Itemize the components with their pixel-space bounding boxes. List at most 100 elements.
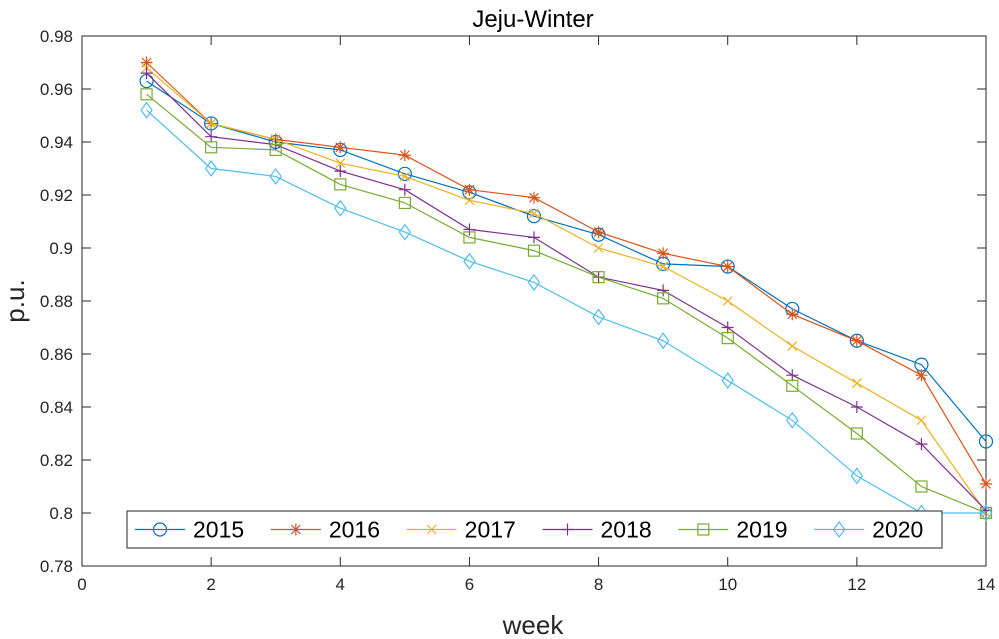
data-point-2019 [527, 244, 541, 257]
y-tick-label: 0.96 [40, 80, 73, 99]
legend-marker [426, 524, 437, 535]
legend-label: 2017 [465, 517, 516, 543]
x-tick-label: 12 [847, 575, 866, 594]
data-point-2019 [463, 231, 476, 244]
data-point-2017 [399, 171, 410, 182]
data-point-2017 [206, 118, 217, 129]
data-point-2018 [140, 67, 153, 80]
legend-label: 2018 [601, 517, 652, 543]
data-point-2019 [140, 88, 153, 101]
data-point-2017 [851, 378, 862, 389]
data-point-2017 [722, 296, 733, 306]
legend-marker [561, 523, 574, 536]
data-point-2020 [334, 199, 347, 217]
series-2019 [140, 88, 993, 520]
x-axis-label: week [502, 610, 565, 639]
data-point-2020 [527, 273, 541, 291]
data-point-2017 [787, 341, 798, 351]
y-tick-label: 0.9 [49, 239, 73, 258]
data-point-2016 [980, 477, 992, 490]
data-point-2016 [463, 183, 476, 196]
y-tick-label: 0.86 [40, 345, 73, 364]
data-point-2020 [398, 223, 412, 241]
data-point-2015 [526, 209, 542, 224]
data-point-2016 [140, 56, 153, 69]
data-point-2015 [720, 259, 735, 274]
x-tick-label: 10 [718, 575, 737, 594]
x-tick-label: 8 [594, 575, 603, 594]
data-point-2019 [398, 196, 411, 210]
data-point-2018 [786, 369, 799, 382]
series-2017 [141, 62, 991, 518]
y-axis: 0.78 0.8 0.82 0.84 0.86 0.88 0.9 0.92 0.94 0.96 0.… [40, 27, 986, 576]
data-point-2020 [592, 308, 605, 326]
data-point-2018 [205, 130, 218, 143]
y-tick-label: 0.8 [49, 504, 73, 523]
legend-label: 2016 [329, 517, 380, 543]
legend-item-2016: 2016 [270, 517, 380, 543]
data-point-2019 [657, 292, 670, 305]
y-tick-label: 0.88 [40, 292, 73, 311]
data-point-2016 [334, 141, 347, 154]
series-line-2016 [146, 62, 987, 485]
legend-marker [152, 522, 168, 537]
data-point-2018 [528, 231, 540, 244]
series-line-2019 [146, 93, 987, 514]
data-point-2019 [850, 427, 863, 440]
data-point-2017 [529, 208, 539, 219]
legend-label: 2020 [872, 517, 923, 543]
legend-label: 2019 [736, 517, 787, 543]
y-tick-label: 0.94 [40, 133, 73, 152]
data-point-2020 [850, 467, 864, 485]
data-point-2020 [979, 504, 993, 522]
data-point-2020 [721, 371, 734, 390]
data-point-2017 [464, 195, 475, 206]
legend-item-2019: 2019 [678, 517, 788, 543]
data-point-2016 [398, 149, 411, 162]
data-point-2018 [721, 321, 734, 334]
data-point-2018 [398, 183, 411, 196]
y-tick-label: 0.92 [40, 186, 73, 205]
data-point-2016 [657, 247, 670, 260]
data-point-2017 [916, 415, 927, 426]
data-point-2019 [786, 379, 799, 392]
data-point-2015 [397, 166, 412, 181]
data-point-2018 [463, 223, 476, 236]
data-point-2016 [850, 334, 863, 347]
legend-item-2020: 2020 [814, 517, 923, 543]
x-tick-label: 0 [77, 575, 86, 594]
data-point-2020 [140, 101, 153, 119]
legend-label: 2015 [193, 517, 244, 543]
data-point-2020 [463, 252, 476, 270]
data-point-2020 [269, 167, 282, 185]
data-point-2019 [334, 178, 347, 191]
legend-marker [697, 523, 710, 536]
series-line-2018 [146, 72, 987, 511]
data-point-2019 [205, 141, 218, 154]
data-point-2020 [786, 411, 799, 429]
data-point-2020 [204, 159, 218, 178]
series-line-2020 [146, 109, 986, 514]
legend-marker [289, 523, 302, 536]
data-point-2016 [528, 191, 540, 204]
x-tick-label: 2 [206, 575, 215, 594]
data-point-2018 [915, 438, 928, 451]
data-point-2015 [849, 333, 864, 348]
data-point-2017 [335, 158, 346, 169]
data-point-2017 [658, 261, 669, 272]
chart-title: Jeju-Winter [472, 6, 593, 33]
legend-item-2015: 2015 [135, 517, 244, 543]
y-tick-label: 0.84 [40, 398, 73, 417]
x-tick-label: 6 [465, 575, 474, 594]
data-point-2019 [269, 143, 282, 157]
legend: 2015 2016 2017 2018 2019 2020 [126, 510, 943, 549]
data-point-2019 [721, 332, 734, 345]
y-axis-label: p.u. [0, 279, 30, 322]
x-axis: 0 2 4 6 8 10 12 14 [77, 36, 995, 594]
x-tick-label: 14 [977, 575, 996, 594]
data-point-2019 [915, 480, 928, 493]
legend-box [126, 510, 943, 549]
data-point-2017 [593, 243, 604, 253]
y-tick-label: 0.98 [40, 27, 73, 46]
